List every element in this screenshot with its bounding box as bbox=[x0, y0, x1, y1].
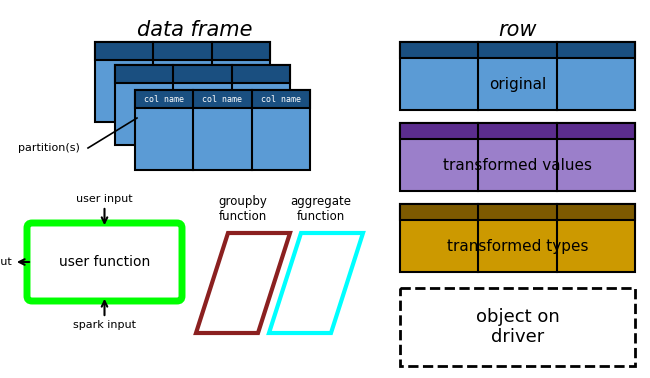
Text: transformed types: transformed types bbox=[447, 239, 588, 254]
Text: data frame: data frame bbox=[137, 20, 253, 40]
Bar bbox=[95, 42, 270, 122]
Text: aggregate
function: aggregate function bbox=[291, 195, 352, 223]
Bar bbox=[400, 42, 635, 58]
FancyBboxPatch shape bbox=[27, 223, 182, 301]
Bar bbox=[400, 42, 635, 110]
Bar bbox=[400, 123, 635, 191]
Text: col name: col name bbox=[261, 94, 301, 104]
Text: col name: col name bbox=[203, 94, 242, 104]
Bar bbox=[400, 288, 635, 366]
Text: partition(s): partition(s) bbox=[18, 143, 80, 153]
Text: original: original bbox=[489, 76, 546, 91]
Text: output: output bbox=[0, 257, 12, 267]
Text: spark input: spark input bbox=[73, 320, 136, 330]
Bar bbox=[95, 42, 270, 60]
Text: object on
driver: object on driver bbox=[476, 308, 560, 346]
Text: row: row bbox=[499, 20, 537, 40]
Text: user input: user input bbox=[76, 194, 133, 204]
Text: transformed values: transformed values bbox=[443, 158, 592, 172]
Bar bbox=[135, 90, 310, 170]
Bar bbox=[400, 123, 635, 139]
Bar bbox=[135, 90, 310, 108]
Bar bbox=[400, 204, 635, 272]
Polygon shape bbox=[196, 233, 290, 333]
Text: user function: user function bbox=[59, 255, 150, 269]
Bar bbox=[115, 65, 290, 83]
Bar bbox=[115, 65, 290, 145]
Text: col name: col name bbox=[144, 94, 184, 104]
Text: groupby
function: groupby function bbox=[218, 195, 267, 223]
Bar bbox=[400, 204, 635, 220]
Polygon shape bbox=[269, 233, 363, 333]
